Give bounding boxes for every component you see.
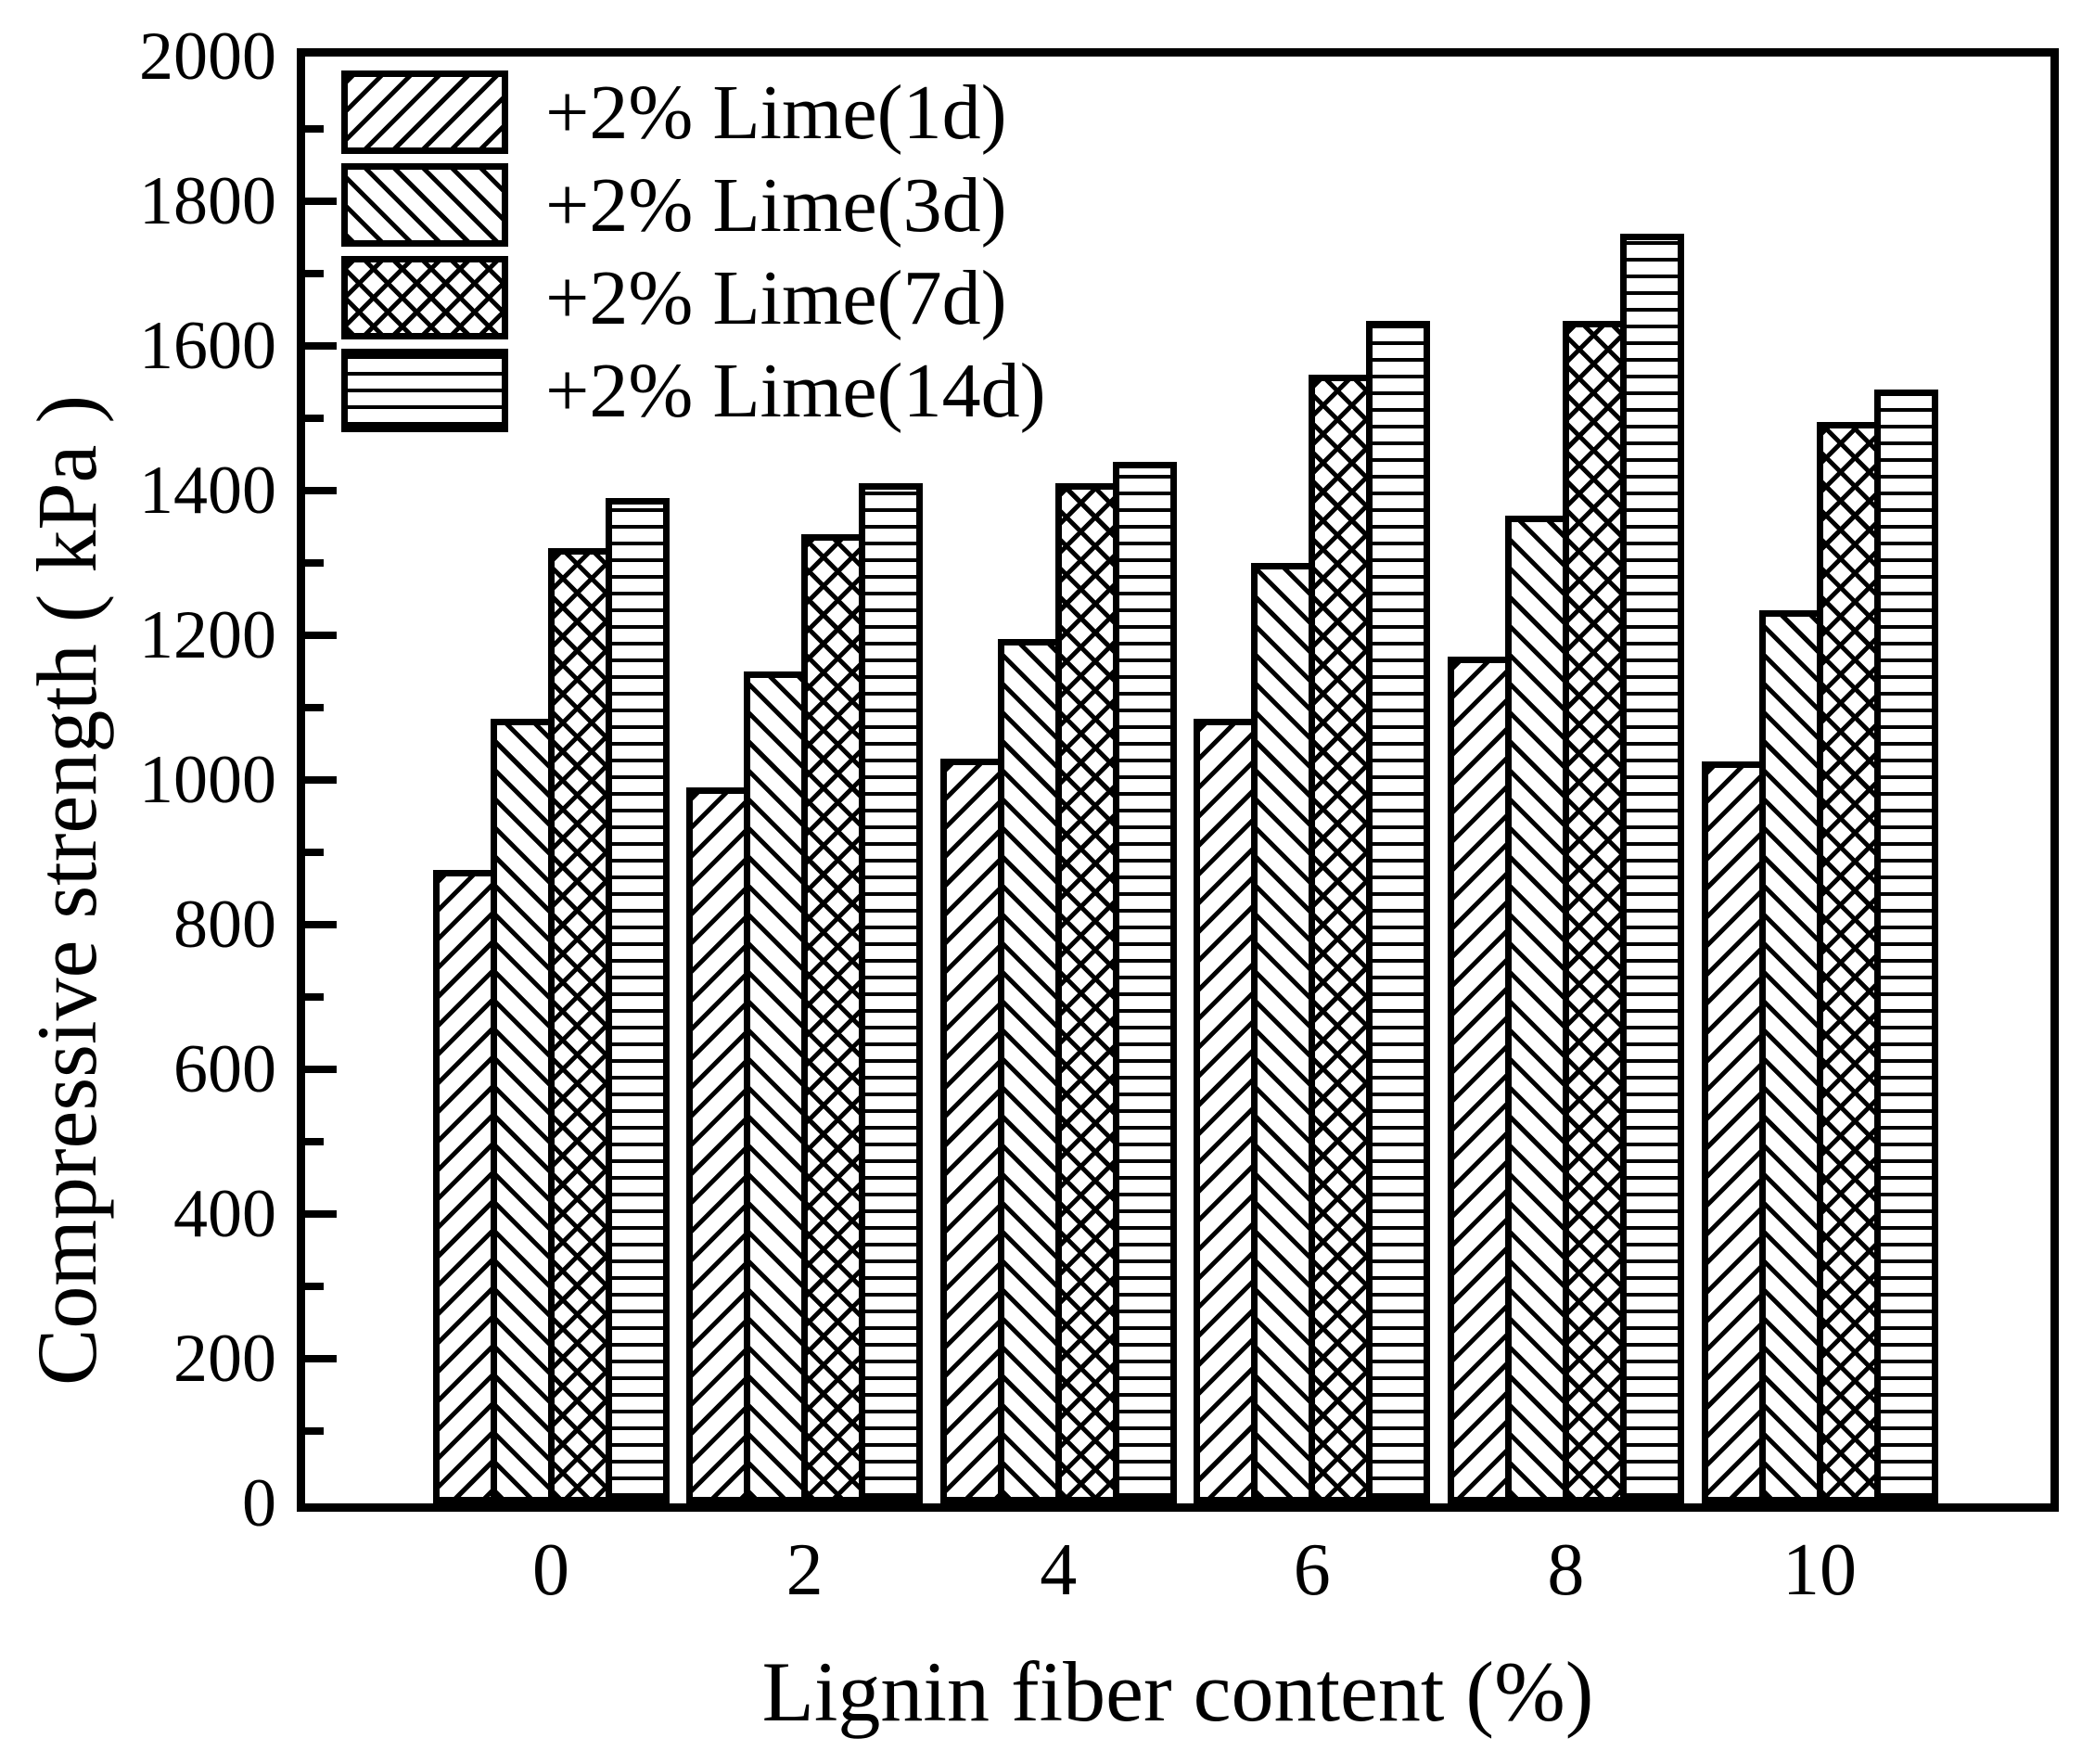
y-major-tick-400 [305,1210,337,1218]
legend-label-1: +2% Lime(3d) [545,162,1007,249]
bar-0pct-2lime7d [548,548,612,1503]
y-tick-label-600: 600 [173,1031,276,1107]
y-tick-label-1400: 1400 [139,453,276,529]
y-tick-label-1200: 1200 [139,597,276,673]
y-tick-label-2000: 2000 [139,19,276,95]
legend-swatch-crosshatch [341,256,508,339]
y-major-tick-1400 [305,487,337,494]
x-tick-label-6: 6 [1293,1529,1331,1611]
bar-2pct-2lime1d [686,787,750,1503]
y-minor-tick-1100 [305,704,324,711]
plot-inner-area [305,57,2050,1503]
x-tick-label-2: 2 [786,1529,824,1611]
bar-8pct-2lime14d [1620,234,1684,1503]
legend-label-2: +2% Lime(7d) [545,255,1007,341]
x-tick-label-4: 4 [1040,1529,1078,1611]
legend-swatch-diagonal-forward [341,70,508,154]
y-major-tick-600 [305,1066,337,1073]
y-major-tick-1600 [305,342,337,350]
bar-10pct-2lime7d [1817,422,1881,1503]
bar-2pct-2lime7d [801,534,865,1503]
bar-6pct-2lime1d [1194,719,1258,1503]
bar-2pct-2lime3d [744,671,808,1503]
y-minor-tick-1500 [305,415,324,422]
y-tick-label-800: 800 [173,887,276,963]
bar-0pct-2lime3d [491,719,555,1503]
bar-4pct-2lime14d [1113,462,1177,1503]
bar-0pct-2lime1d [433,870,497,1503]
y-major-tick-1200 [305,632,337,639]
y-tick-label-0: 0 [242,1465,276,1541]
y-minor-tick-500 [305,1138,324,1145]
bar-4pct-2lime7d [1055,483,1119,1503]
bar-2pct-2lime14d [859,483,923,1503]
bar-8pct-2lime3d [1505,516,1569,1503]
y-minor-tick-900 [305,849,324,856]
y-tick-label-1800: 1800 [139,163,276,239]
y-major-tick-200 [305,1355,337,1362]
bar-4pct-2lime1d [940,759,1004,1503]
bar-8pct-2lime7d [1563,321,1627,1503]
y-minor-tick-1300 [305,559,324,567]
bar-6pct-2lime14d [1366,321,1430,1503]
y-minor-tick-1700 [305,270,324,277]
x-tick-label-8: 8 [1547,1529,1585,1611]
legend-swatch-diagonal-backward [341,163,508,247]
y-major-tick-1000 [305,776,337,784]
legend-label-0: +2% Lime(1d) [545,70,1007,156]
y-major-tick-800 [305,921,337,928]
y-minor-tick-100 [305,1427,324,1435]
bar-10pct-2lime1d [1702,761,1766,1503]
y-minor-tick-300 [305,1283,324,1290]
plot-area [297,48,2059,1512]
bar-10pct-2lime3d [1759,610,1823,1503]
y-tick-label-400: 400 [173,1176,276,1252]
y-tick-label-1600: 1600 [139,308,276,384]
y-minor-tick-700 [305,993,324,1001]
bar-8pct-2lime1d [1448,657,1512,1503]
bar-4pct-2lime3d [998,639,1062,1503]
x-tick-label-0: 0 [532,1529,569,1611]
y-major-tick-1800 [305,198,337,205]
bar-6pct-2lime7d [1309,375,1373,1503]
x-axis-title: Lignin fiber content (%) [761,1644,1594,1739]
x-tick-label-10: 10 [1782,1529,1857,1611]
y-minor-tick-1900 [305,125,324,133]
bar-10pct-2lime14d [1874,390,1938,1503]
legend-swatch-horizontal-lines [341,349,508,432]
y-tick-label-200: 200 [173,1321,276,1397]
bar-6pct-2lime3d [1251,563,1315,1503]
bar-0pct-2lime14d [606,498,670,1503]
legend-label-3: +2% Lime(14d) [545,348,1046,434]
y-tick-label-1000: 1000 [139,742,276,818]
